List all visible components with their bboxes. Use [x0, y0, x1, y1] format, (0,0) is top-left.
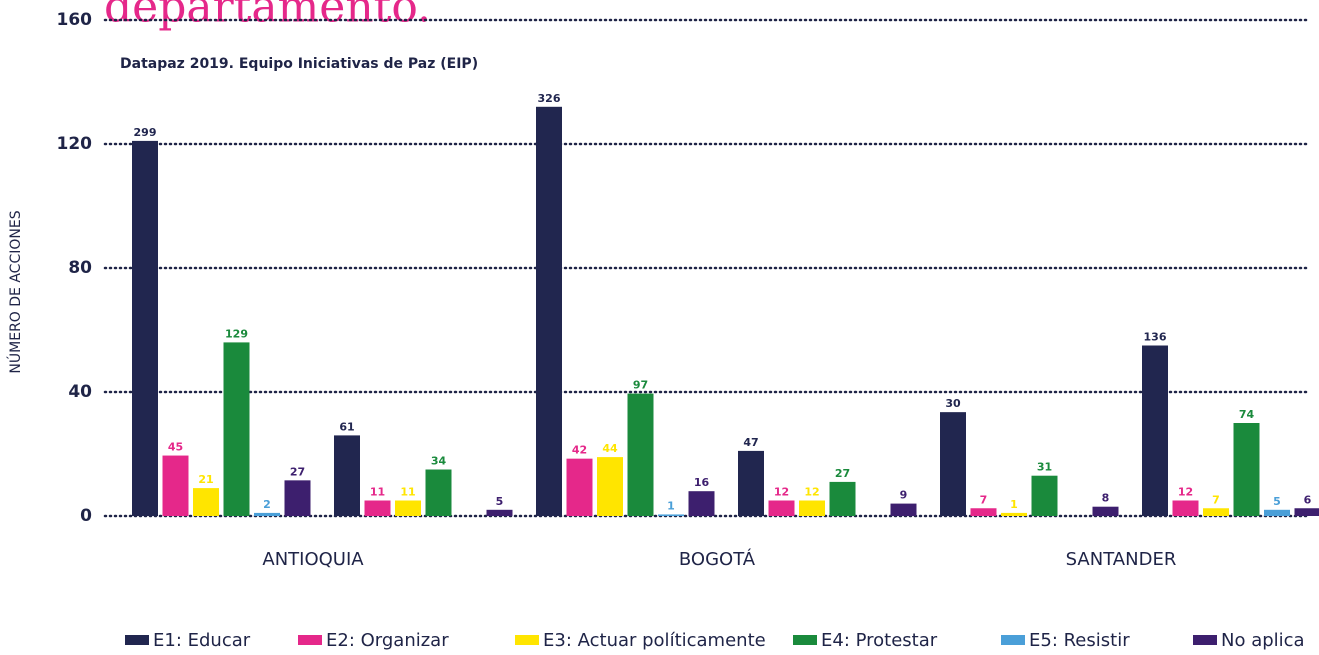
data-label: 34 — [431, 455, 447, 468]
data-label: 136 — [1144, 331, 1167, 344]
bar — [334, 435, 360, 516]
bar — [658, 514, 684, 516]
bar — [1264, 509, 1290, 516]
bar — [1092, 506, 1119, 516]
bar — [970, 508, 997, 516]
legend-label: E2: Organizar — [326, 630, 449, 651]
y-tick-label: 120 — [57, 134, 93, 154]
data-label: 12 — [804, 486, 819, 499]
legend-label: No aplica — [1221, 630, 1305, 651]
data-label: 1 — [1010, 498, 1018, 511]
y-tick-label: 160 — [57, 10, 93, 30]
legend-swatch — [1001, 635, 1025, 645]
data-label: 9 — [900, 489, 908, 502]
subtitle: Datapaz 2019. Equipo Iniciativas de Paz … — [120, 56, 478, 72]
legend-label: E5: Resistir — [1029, 630, 1130, 651]
bar — [132, 140, 158, 516]
legend-label: E4: Protestar — [821, 630, 938, 651]
bar — [1233, 423, 1260, 516]
bar — [799, 500, 825, 516]
bar — [1203, 508, 1229, 516]
bar — [425, 469, 452, 516]
bar — [1001, 512, 1027, 516]
data-label: 30 — [945, 397, 961, 410]
bar — [364, 500, 391, 516]
bar — [1294, 508, 1319, 516]
data-label: 1 — [667, 499, 675, 512]
bar — [193, 488, 219, 516]
data-label: 299 — [134, 126, 157, 139]
legend-swatch — [793, 635, 817, 645]
data-label: 5 — [496, 495, 504, 508]
bar — [162, 455, 189, 516]
data-label: 44 — [602, 442, 618, 455]
bar — [284, 480, 311, 516]
data-label: 27 — [835, 467, 850, 480]
data-label: 16 — [694, 476, 710, 489]
bar — [395, 500, 421, 516]
bar — [566, 458, 593, 516]
chart-title: departamento. — [104, 0, 431, 33]
bar — [486, 509, 513, 516]
data-label: 5 — [1273, 495, 1281, 508]
bar — [223, 342, 250, 516]
data-label: 45 — [168, 441, 183, 454]
data-label: 7 — [980, 493, 988, 506]
bar — [1172, 500, 1199, 516]
y-axis-label: NÚMERO DE ACCIONES — [6, 210, 24, 373]
data-label: 21 — [198, 473, 213, 486]
legend-label: E3: Actuar políticamente — [543, 630, 766, 651]
data-label: 27 — [290, 465, 305, 478]
data-label: 326 — [538, 92, 561, 105]
bar — [627, 393, 654, 516]
data-label: 8 — [1102, 492, 1110, 505]
bar — [1142, 345, 1168, 516]
bar — [1031, 475, 1058, 516]
data-label: 12 — [1178, 486, 1193, 499]
bar — [940, 412, 966, 516]
data-label: 6 — [1304, 493, 1312, 506]
group-label: SANTANDER — [1066, 549, 1177, 570]
bar — [738, 450, 764, 516]
bar — [536, 106, 562, 517]
bar — [768, 500, 795, 516]
data-label: 97 — [633, 379, 648, 392]
legend-swatch — [515, 635, 539, 645]
bar — [597, 457, 623, 516]
legend-swatch — [1193, 635, 1217, 645]
y-tick-label: 40 — [68, 382, 92, 402]
data-label: 42 — [572, 444, 587, 457]
data-label: 129 — [225, 327, 248, 340]
group-label: BOGOTÁ — [679, 548, 756, 570]
data-label: 2 — [263, 498, 271, 511]
y-tick-label: 80 — [68, 258, 92, 278]
data-label: 31 — [1037, 461, 1052, 474]
legend-swatch — [298, 635, 322, 645]
y-tick-label: 0 — [80, 506, 92, 526]
bar — [254, 512, 280, 516]
data-label: 61 — [339, 420, 354, 433]
data-label: 11 — [400, 486, 415, 499]
bar — [688, 491, 715, 516]
legend-label: E1: Educar — [153, 630, 251, 651]
bar — [829, 481, 856, 516]
group-label: ANTIOQUIA — [262, 549, 364, 570]
bar — [890, 503, 917, 516]
data-label: 11 — [370, 486, 385, 499]
data-label: 47 — [743, 436, 758, 449]
data-label: 74 — [1239, 408, 1255, 421]
data-label: 7 — [1212, 493, 1220, 506]
legend-swatch — [125, 635, 149, 645]
data-label: 12 — [774, 486, 789, 499]
